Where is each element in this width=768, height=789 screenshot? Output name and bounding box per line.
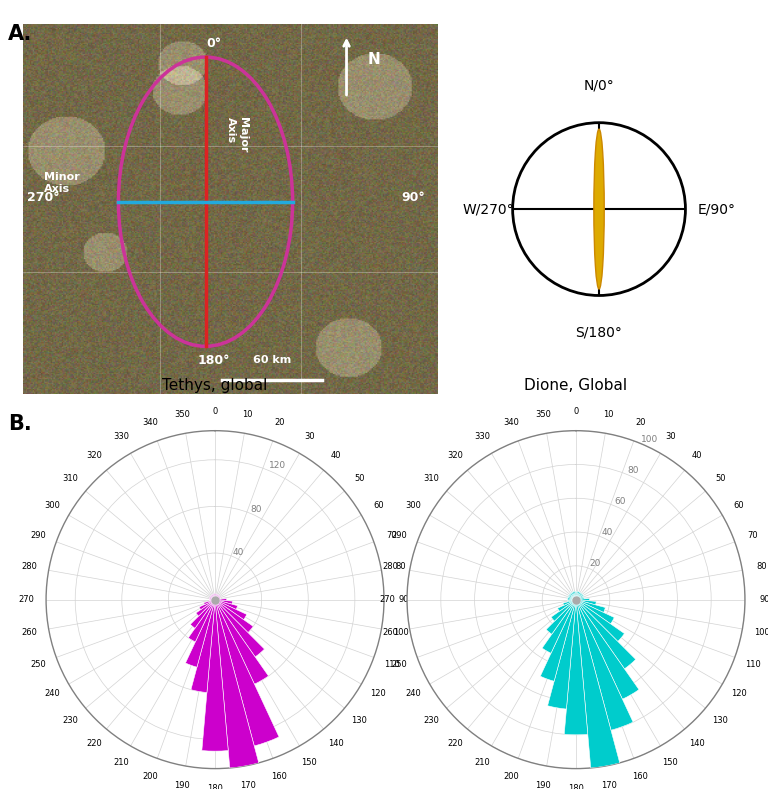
Bar [215, 600, 253, 633]
Bar [576, 592, 581, 600]
Text: N/0°: N/0° [584, 78, 614, 92]
Text: 60 km: 60 km [253, 355, 291, 365]
Bar [576, 600, 605, 612]
Text: E/90°: E/90° [697, 202, 736, 216]
Bar [214, 594, 216, 600]
Text: Major
Axis: Major Axis [227, 118, 248, 152]
Bar [541, 600, 576, 681]
Bar [215, 599, 227, 600]
Bar [202, 600, 228, 751]
Bar [576, 596, 584, 600]
Bar [209, 599, 215, 600]
Bar [576, 600, 633, 730]
Bar [571, 592, 576, 600]
Bar [209, 600, 215, 601]
Bar [215, 595, 219, 600]
Bar [558, 600, 576, 611]
Bar [209, 598, 215, 600]
Bar [569, 593, 576, 600]
Bar [215, 596, 220, 600]
Bar [576, 592, 580, 600]
Bar [215, 600, 247, 619]
Bar [215, 600, 279, 746]
Bar [542, 600, 576, 653]
Bar [212, 594, 215, 600]
Text: 180°: 180° [197, 353, 230, 367]
Bar [563, 600, 576, 605]
Bar [568, 595, 576, 600]
Text: 0°: 0° [207, 36, 221, 50]
Bar [215, 600, 264, 657]
Text: 90°: 90° [402, 192, 425, 204]
Bar [215, 600, 237, 609]
Bar [213, 594, 215, 600]
Bar [568, 597, 576, 600]
Bar [576, 600, 639, 699]
Bar [548, 600, 576, 709]
Title: Tethys, global: Tethys, global [162, 378, 268, 393]
Bar [576, 591, 578, 600]
Bar [551, 600, 576, 621]
Text: 270°: 270° [27, 192, 60, 204]
Bar [570, 593, 576, 600]
Bar [568, 596, 576, 600]
Bar [215, 594, 217, 600]
Bar [186, 600, 215, 667]
Text: W/270°: W/270° [462, 202, 514, 216]
Bar [568, 599, 576, 600]
Bar [196, 600, 215, 616]
Bar [211, 595, 215, 600]
Bar [190, 600, 215, 628]
Bar [576, 593, 583, 600]
Bar [568, 600, 576, 602]
Bar [576, 600, 620, 768]
Bar [215, 594, 218, 600]
Ellipse shape [594, 129, 604, 289]
Bar [576, 593, 582, 600]
Bar [191, 600, 215, 693]
Bar [546, 600, 576, 634]
Bar [576, 600, 596, 605]
Bar [574, 591, 576, 600]
Bar [215, 600, 259, 768]
Bar [215, 598, 221, 600]
Bar [576, 597, 584, 600]
Bar [210, 596, 215, 600]
Bar [215, 600, 269, 684]
Bar [214, 594, 215, 600]
Text: N: N [367, 52, 380, 68]
Bar [188, 600, 215, 642]
Bar [575, 591, 577, 600]
Text: A.: A. [8, 24, 32, 43]
Text: Minor
Axis: Minor Axis [44, 172, 80, 194]
Bar [576, 600, 636, 669]
Bar [210, 596, 215, 600]
Bar [210, 597, 215, 600]
Bar [576, 599, 590, 600]
Bar [576, 600, 614, 624]
Bar [199, 600, 215, 610]
Bar [576, 595, 584, 600]
Title: Dione, Global: Dione, Global [525, 378, 627, 393]
Bar [564, 600, 588, 735]
Bar [576, 600, 624, 641]
Text: B.: B. [8, 414, 31, 434]
Bar [215, 600, 233, 604]
Bar [204, 600, 215, 604]
Bar [572, 592, 576, 600]
Bar [215, 597, 220, 600]
Bar [215, 596, 220, 600]
Bar [215, 594, 217, 600]
Text: S/180°: S/180° [575, 326, 623, 340]
